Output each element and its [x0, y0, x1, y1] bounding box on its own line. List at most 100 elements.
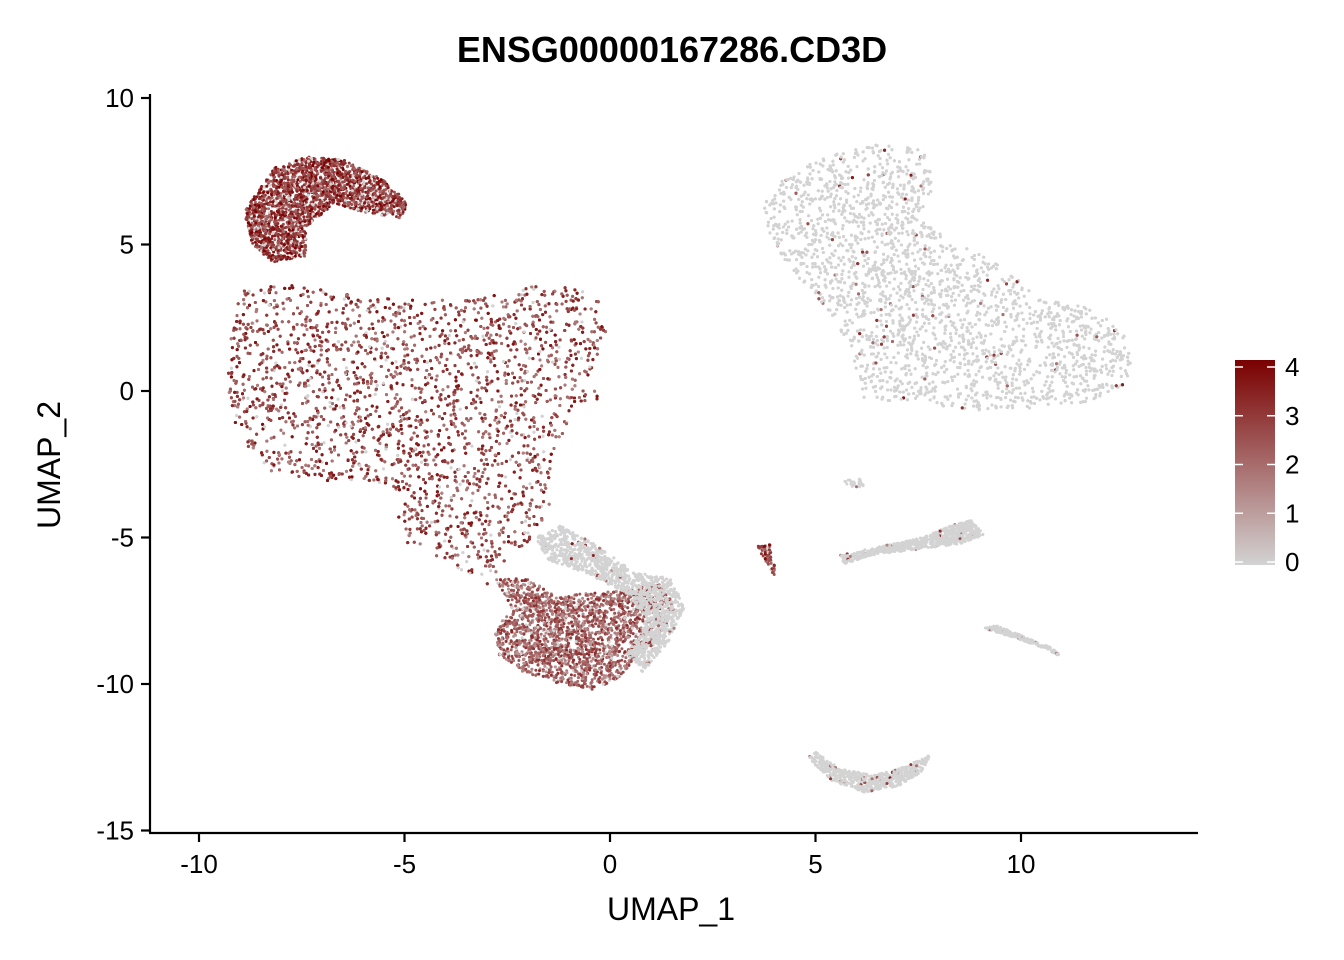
data-point: [303, 230, 307, 234]
data-point: [286, 165, 290, 169]
data-point: [260, 202, 263, 205]
data-point: [252, 198, 256, 201]
data-point: [372, 178, 376, 182]
data-point: [300, 227, 304, 231]
data-point: [334, 196, 338, 200]
data-point: [307, 184, 311, 188]
data-point: [298, 248, 302, 252]
data-point: [392, 197, 396, 201]
data-point: [339, 197, 343, 201]
data-point: [262, 193, 266, 197]
data-point: [271, 248, 275, 252]
data-point: [363, 205, 367, 209]
data-point: [343, 198, 347, 202]
data-point: [291, 228, 295, 232]
data-point: [267, 195, 271, 199]
data-point: [255, 232, 259, 236]
data-point: [338, 191, 342, 195]
data-point: [257, 197, 261, 201]
data-point: [303, 186, 306, 189]
data-point: [301, 222, 305, 226]
data-point: [318, 179, 322, 183]
data-point: [305, 205, 309, 209]
data-point: [309, 189, 313, 193]
data-point: [290, 204, 294, 208]
data-point: [265, 178, 269, 182]
data-point: [244, 208, 248, 211]
data-point: [289, 215, 293, 219]
data-point: [350, 203, 354, 206]
data-point: [344, 169, 348, 173]
data-point: [301, 208, 305, 212]
data-point: [396, 211, 400, 215]
data-point: [271, 245, 275, 249]
data-point: [293, 254, 297, 258]
data-point: [287, 228, 291, 232]
data-point: [353, 167, 357, 171]
data-point: [333, 159, 337, 163]
data-point: [297, 158, 301, 162]
data-point: [357, 169, 361, 173]
data-point: [398, 195, 401, 199]
data-point: [320, 166, 324, 170]
data-point: [349, 164, 353, 168]
data-point: [272, 227, 276, 231]
data-point: [297, 232, 300, 235]
data-point: [271, 231, 275, 235]
data-point: [302, 215, 306, 219]
data-point: [366, 201, 370, 205]
data-point: [262, 249, 266, 253]
data-point: [283, 217, 287, 221]
data-point: [318, 198, 322, 202]
data-point: [327, 180, 331, 184]
data-point: [296, 162, 300, 166]
data-point: [332, 192, 336, 196]
data-point: [395, 204, 399, 208]
data-point: [271, 183, 275, 187]
data-point: [337, 183, 341, 187]
data-point: [261, 227, 265, 231]
data-point: [275, 219, 278, 223]
data-point: [279, 175, 283, 179]
data-point: [348, 193, 352, 197]
data-point: [323, 186, 327, 189]
data-point: [277, 209, 281, 213]
data-point: [282, 230, 286, 234]
data-point: [291, 244, 295, 248]
data-point: [277, 237, 281, 241]
data-point: [273, 179, 277, 183]
data-point: [247, 226, 251, 230]
data-point: [358, 183, 362, 187]
data-point: [319, 182, 323, 186]
data-point: [261, 220, 265, 224]
data-point: [304, 165, 308, 169]
data-point: [311, 212, 315, 216]
data-point: [291, 190, 294, 194]
data-point: [341, 194, 345, 198]
data-point: [266, 191, 270, 195]
data-point: [275, 197, 279, 200]
data-point: [368, 196, 372, 200]
data-point: [261, 191, 265, 194]
data-point: [304, 223, 308, 227]
data-point: [283, 172, 287, 176]
data-point: [274, 171, 278, 175]
data-point: [366, 194, 370, 198]
data-point: [379, 208, 383, 212]
data-point: [301, 188, 305, 192]
data-point: [339, 173, 343, 176]
data-point: [269, 188, 273, 192]
data-point: [325, 169, 329, 173]
data-point: [353, 196, 356, 200]
data-point: [335, 167, 339, 171]
data-point: [268, 232, 272, 236]
data-point: [295, 251, 299, 255]
data-point: [289, 223, 293, 227]
data-point: [402, 205, 406, 209]
data-point: [265, 184, 269, 188]
data-point: [319, 176, 322, 180]
data-point: [353, 179, 356, 183]
data-point: [275, 186, 279, 190]
data-point: [270, 237, 273, 241]
data-point: [318, 207, 322, 211]
